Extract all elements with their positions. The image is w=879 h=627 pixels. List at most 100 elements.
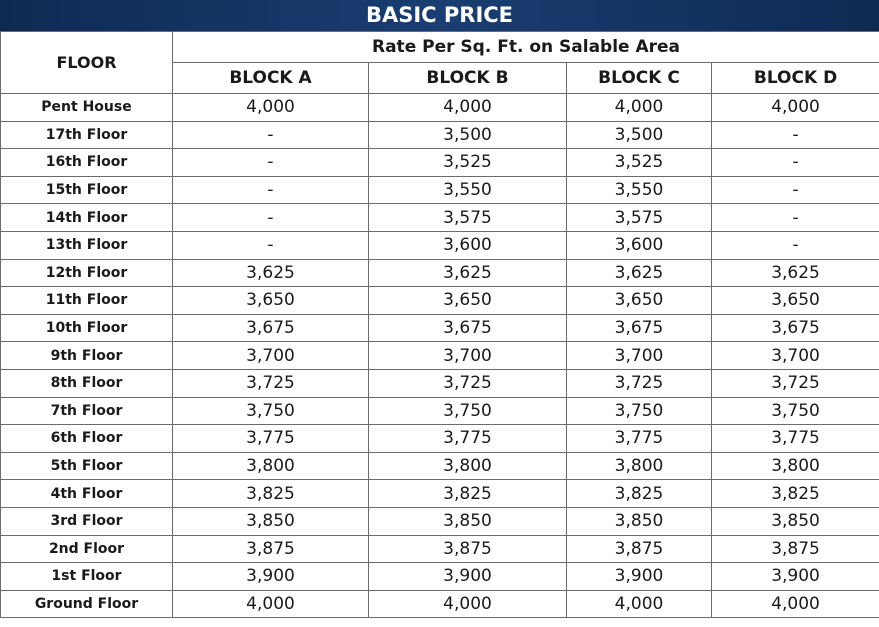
rate-cell: 3,700 xyxy=(368,341,567,370)
rate-cell: 3,625 xyxy=(710,258,879,288)
rate-cell: 3,650 xyxy=(172,286,369,315)
rate-cell: 4,000 xyxy=(566,93,712,122)
block-d-header: BLOCK D xyxy=(710,62,879,94)
rate-cell: 4,000 xyxy=(172,93,369,122)
rate-cell: 3,850 xyxy=(368,506,567,536)
rate-cell: 3,800 xyxy=(710,451,879,481)
floor-cell: 15th Floor xyxy=(0,175,173,205)
rate-cell: 3,825 xyxy=(172,479,369,508)
table-row: 14th Floor -3,575 3,575- xyxy=(0,203,879,232)
rate-cell: 3,775 xyxy=(566,424,712,453)
table-row: 3rd Floor 3,850 3,850 3,850 3,850 xyxy=(0,506,879,536)
table-row: Pent House 4,000 4,000 4,000 4,000 xyxy=(0,93,879,122)
table-row: 1st Floor 3,900 3,900 3,900 3,900 xyxy=(0,562,879,591)
rate-cell: 3,750 xyxy=(710,396,879,426)
rate-cell: 3,775 xyxy=(172,424,369,453)
floor-cell: 12th Floor xyxy=(0,258,173,288)
rate-cell: 3,625 xyxy=(368,258,567,288)
rate-cell: 3,875 xyxy=(368,534,567,564)
rate-cell: 3,575 xyxy=(566,203,712,232)
table-row: 17th Floor -3,500 3,500- xyxy=(0,120,879,150)
price-table: FLOOR Rate Per Sq. Ft. on Salable Area B… xyxy=(0,31,879,619)
rate-cell: - xyxy=(172,120,369,150)
rate-cell: 3,675 xyxy=(368,313,567,343)
rate-cell: - xyxy=(710,230,879,260)
rate-cell: 3,700 xyxy=(172,341,369,370)
rate-cell: 3,650 xyxy=(710,286,879,315)
rate-cell: 3,775 xyxy=(368,424,567,453)
table-row: 5th Floor 3,800 3,800 3,800 3,800 xyxy=(0,451,879,481)
rate-cell: 3,700 xyxy=(566,341,712,370)
rate-cell: 3,725 xyxy=(566,368,712,398)
rate-cell: 3,625 xyxy=(566,258,712,288)
rate-cell: 3,725 xyxy=(710,368,879,398)
rate-cell: 3,900 xyxy=(172,562,369,591)
rate-cell: 3,650 xyxy=(368,286,567,315)
rate-cell: 3,900 xyxy=(710,562,879,591)
table-row: 6th Floor 3,775 3,775 3,775 3,775 xyxy=(0,424,879,453)
rate-cell: 3,900 xyxy=(368,562,567,591)
rate-cell: 3,725 xyxy=(172,368,369,398)
rate-cell: 3,850 xyxy=(172,506,369,536)
floor-cell: Pent House xyxy=(0,93,173,122)
table-row: 10th Floor 3,675 3,675 3,675 3,675 xyxy=(0,313,879,343)
rate-cell: 4,000 xyxy=(368,93,567,122)
rate-cell: 3,700 xyxy=(710,341,879,370)
rate-cell: 3,875 xyxy=(172,534,369,564)
rate-cell: 3,900 xyxy=(566,562,712,591)
floor-cell: 17th Floor xyxy=(0,120,173,150)
table-row: 4th Floor 3,825 3,825 3,825 3,825 xyxy=(0,479,879,508)
table-row: 8th Floor 3,725 3,725 3,725 3,725 xyxy=(0,368,879,398)
table-row: 12th Floor 3,625 3,625 3,625 3,625 xyxy=(0,258,879,288)
rate-cell: 4,000 xyxy=(566,589,712,619)
rate-cell: 3,500 xyxy=(566,120,712,150)
floor-cell: 16th Floor xyxy=(0,148,173,177)
block-c-header: BLOCK C xyxy=(566,62,712,94)
rate-cell: 4,000 xyxy=(710,589,879,619)
rate-cell: 3,750 xyxy=(368,396,567,426)
floor-cell: 3rd Floor xyxy=(0,506,173,536)
table-row: 2nd Floor 3,875 3,875 3,875 3,875 xyxy=(0,534,879,564)
floor-cell: 1st Floor xyxy=(0,562,173,591)
page-title: BASIC PRICE xyxy=(0,0,879,31)
floor-column-header: FLOOR xyxy=(0,31,173,94)
floor-cell: 4th Floor xyxy=(0,479,173,508)
floor-cell: 7th Floor xyxy=(0,396,173,426)
rate-cell: 3,500 xyxy=(368,120,567,150)
rate-cell: 3,575 xyxy=(368,203,567,232)
rate-cell: 3,525 xyxy=(368,148,567,177)
floor-cell: 13th Floor xyxy=(0,230,173,260)
floor-cell: 9th Floor xyxy=(0,341,173,370)
floor-cell: 6th Floor xyxy=(0,424,173,453)
rate-cell: 3,850 xyxy=(710,506,879,536)
table-row: 9th Floor 3,700 3,700 3,700 3,700 xyxy=(0,341,879,370)
rate-cell: 3,750 xyxy=(172,396,369,426)
rate-cell: 3,525 xyxy=(566,148,712,177)
rate-cell: 3,775 xyxy=(710,424,879,453)
rate-cell: 3,725 xyxy=(368,368,567,398)
rate-cell: - xyxy=(710,148,879,177)
floor-cell: 11th Floor xyxy=(0,286,173,315)
block-b-header: BLOCK B xyxy=(368,62,567,94)
rate-cell: 3,650 xyxy=(566,286,712,315)
block-a-header: BLOCK A xyxy=(172,62,369,94)
rate-cell: - xyxy=(172,230,369,260)
table-row: Ground Floor 4,000 4,000 4,000 4,000 xyxy=(0,589,879,619)
rate-cell: - xyxy=(710,203,879,232)
rate-cell: - xyxy=(172,175,369,205)
rate-cell: 3,600 xyxy=(368,230,567,260)
rate-cell: 3,675 xyxy=(172,313,369,343)
table-row: 15th Floor -3,550 3,550- xyxy=(0,175,879,205)
rate-cell: 3,825 xyxy=(368,479,567,508)
rate-cell: 3,800 xyxy=(172,451,369,481)
rate-cell: - xyxy=(172,203,369,232)
rate-cell: 3,850 xyxy=(566,506,712,536)
rate-cell: 3,875 xyxy=(710,534,879,564)
rate-cell: - xyxy=(172,148,369,177)
rate-cell: 4,000 xyxy=(172,589,369,619)
rate-cell: 3,550 xyxy=(566,175,712,205)
rate-cell: 3,600 xyxy=(566,230,712,260)
rate-cell: 3,750 xyxy=(566,396,712,426)
rate-cell: 4,000 xyxy=(710,93,879,122)
floor-cell: 5th Floor xyxy=(0,451,173,481)
